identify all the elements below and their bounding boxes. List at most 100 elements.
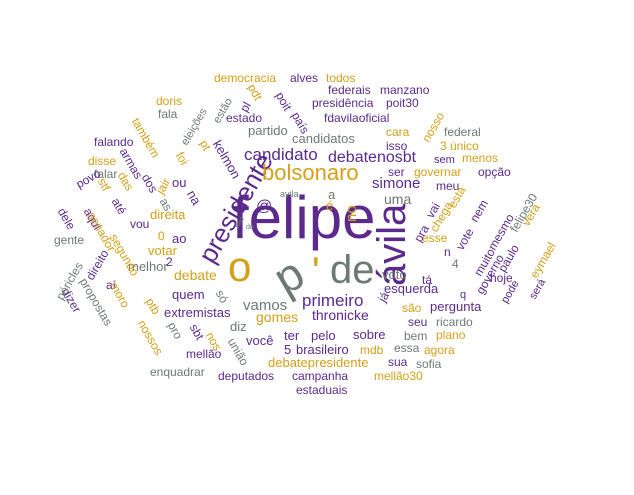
word: 5 [284, 342, 292, 357]
word: manzano [380, 83, 430, 97]
word: pro [164, 319, 186, 342]
word: no [343, 205, 360, 222]
word: disse [88, 154, 117, 168]
word: aí [106, 278, 117, 292]
word: federal [444, 125, 481, 139]
word: a [328, 187, 336, 202]
word: partido [248, 123, 288, 138]
word: foi [172, 149, 192, 168]
word: esquerda [384, 281, 439, 296]
word: deputados [218, 369, 275, 383]
word: 4 [452, 257, 459, 271]
word: presidência [312, 96, 374, 110]
word: direita [150, 207, 186, 222]
word: ou [172, 175, 187, 190]
word: diz [230, 319, 247, 334]
word: n [444, 245, 451, 259]
word: doris [156, 94, 183, 108]
word: voto [382, 267, 407, 282]
word: só [212, 287, 232, 306]
word: thronicke [312, 307, 369, 323]
word: falando [94, 135, 134, 149]
word: kelmon [209, 137, 244, 182]
word: isso [386, 139, 408, 153]
word: sem [434, 154, 455, 166]
word: meu [436, 179, 460, 193]
word: seu [408, 315, 428, 329]
word: bem [404, 329, 428, 343]
word: estaduais [296, 383, 348, 397]
word: você [246, 333, 274, 348]
word: ao [172, 231, 187, 246]
word: campanha [292, 369, 349, 383]
word: poit [272, 89, 295, 114]
word: simone [372, 175, 421, 192]
word: menos [462, 151, 499, 165]
word: tá [422, 273, 433, 287]
word: bolsonaro [262, 160, 359, 185]
word: ricardo [436, 315, 473, 329]
word: ptb [142, 295, 164, 317]
word: q [460, 289, 467, 301]
word: quem [172, 287, 205, 302]
word: sofia [416, 357, 442, 371]
word: alves [290, 71, 319, 85]
word: governar [414, 165, 462, 179]
word: pt [196, 137, 214, 154]
word: gomes [256, 309, 299, 325]
word: também [128, 115, 163, 161]
word: 2 [166, 255, 173, 269]
word: poit30 [386, 96, 419, 110]
word: estado [226, 111, 263, 125]
word: gente [54, 233, 85, 247]
word: felipe [232, 184, 376, 251]
word: debatepresidente [268, 355, 369, 370]
word: democracia [214, 71, 277, 85]
word: candidatos [292, 131, 355, 146]
word: uma [384, 191, 412, 207]
word: @ [256, 198, 273, 215]
word: agora [424, 343, 455, 357]
word: 0 [158, 229, 165, 243]
word: ter [284, 328, 300, 343]
word: vote [453, 225, 477, 253]
word: primeiro [302, 291, 364, 310]
word: mellão30 [374, 369, 423, 383]
word: sobre [353, 327, 386, 342]
word: debatenosbt [328, 149, 417, 166]
word: do [246, 224, 254, 231]
word: mdb [360, 343, 384, 357]
word: ser [388, 165, 405, 179]
word: dele [54, 205, 79, 233]
word: avila [280, 189, 299, 199]
word: na [183, 187, 205, 208]
word: de [330, 248, 375, 292]
word: vamos [243, 297, 288, 314]
word: federais [328, 83, 371, 97]
word: nem [467, 197, 491, 225]
word: esse [422, 231, 448, 245]
word: plano [436, 328, 466, 342]
word: todos [326, 71, 356, 85]
word: brasileiro [296, 342, 349, 357]
word: falar [94, 167, 118, 181]
word: essa [394, 341, 420, 355]
word: extremistas [164, 305, 231, 320]
word: são [402, 301, 422, 315]
word: cara [386, 125, 410, 139]
word: pdt [244, 81, 266, 103]
word: segundo [106, 231, 142, 279]
word: opção [478, 165, 511, 179]
word: enquadrar [150, 365, 205, 379]
word: até [108, 195, 130, 217]
word: sua [388, 355, 408, 369]
word: debate [174, 267, 217, 283]
word: votar [148, 243, 177, 258]
word: fala [158, 107, 178, 121]
word: moro [106, 279, 133, 311]
word: pergunta [430, 299, 482, 314]
word: eymael [527, 239, 559, 281]
word: hoje [490, 271, 513, 285]
word: 3 único [440, 139, 479, 153]
